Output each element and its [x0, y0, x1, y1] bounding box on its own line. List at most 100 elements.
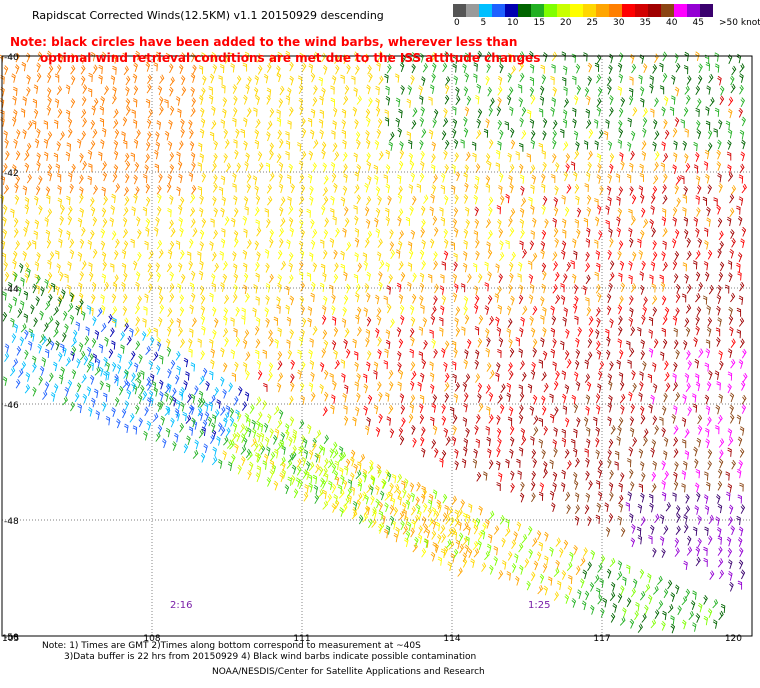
wind-barb [464, 544, 469, 555]
wind-barb [280, 260, 286, 271]
wind-barb [625, 502, 630, 512]
wind-barb [57, 108, 63, 119]
wind-barb [670, 592, 676, 602]
wind-barb [565, 328, 570, 339]
wind-barb [609, 361, 614, 371]
wind-barb [706, 217, 711, 227]
wind-barb [79, 271, 84, 281]
wind-barb [427, 273, 433, 283]
wind-barb [168, 219, 174, 230]
wind-barb [561, 240, 567, 251]
wind-barb [730, 292, 736, 303]
wind-barb [168, 318, 174, 328]
wind-barb [495, 372, 500, 382]
wind-barb [385, 164, 391, 174]
wind-barb [741, 226, 747, 237]
wind-barb [233, 230, 239, 240]
wind-barb [87, 175, 92, 185]
wind-barb [201, 325, 206, 336]
wind-barb [308, 63, 313, 73]
wind-barb [409, 394, 416, 404]
wind-barb [201, 172, 207, 183]
wind-barb [583, 52, 588, 62]
wind-barb [516, 521, 522, 532]
wind-barb [672, 127, 678, 138]
wind-barb [646, 573, 652, 583]
wind-barb [11, 164, 17, 174]
wind-barb [639, 381, 644, 391]
wind-barb [673, 140, 678, 150]
wind-barb [123, 186, 129, 197]
wind-barb [299, 105, 304, 116]
wind-barb [519, 360, 525, 370]
wind-barb [673, 480, 679, 491]
wind-barb [332, 380, 337, 391]
wind-barb [661, 216, 667, 226]
wind-barb [45, 337, 52, 347]
wind-barb [742, 372, 748, 383]
wind-barb [421, 547, 427, 558]
wind-barb [530, 369, 536, 380]
wind-barb [137, 295, 142, 305]
wind-barb [198, 65, 204, 75]
wind-barb [179, 227, 184, 237]
wind-barb [485, 118, 490, 129]
wind-barb [639, 193, 645, 204]
wind-barb [738, 459, 743, 470]
wind-barb [419, 282, 425, 293]
wind-barb [217, 422, 223, 433]
wind-barb [189, 328, 194, 338]
wind-barb [180, 118, 185, 129]
wind-barb [485, 347, 490, 358]
wind-barb [216, 399, 221, 409]
legend-swatch [518, 4, 531, 17]
wind-barb [59, 131, 65, 141]
wind-barb [254, 261, 260, 272]
wind-barb [102, 371, 108, 381]
wind-barb [526, 153, 531, 163]
wind-barb [717, 503, 723, 514]
wind-barb [178, 64, 184, 74]
wind-barb [418, 85, 423, 96]
wind-barb [741, 116, 746, 127]
wind-barb [462, 417, 468, 427]
wind-barb [607, 458, 612, 469]
wind-barb [9, 366, 16, 377]
wind-barb [596, 349, 602, 360]
wind-barb [560, 249, 566, 260]
wind-barb [695, 381, 701, 392]
wind-barb [269, 451, 276, 462]
wind-barb [24, 197, 30, 207]
wind-barb [708, 73, 714, 84]
wind-barb [725, 471, 730, 481]
wind-barb [135, 340, 141, 351]
wind-barb [88, 407, 93, 417]
wind-barb [414, 536, 419, 547]
wind-barb [552, 361, 557, 371]
wind-barb [182, 411, 187, 421]
wind-barb [574, 150, 580, 160]
wind-barb [695, 271, 701, 282]
wind-barb [233, 327, 238, 338]
note-line-1: Note: black circles have been added to t… [10, 35, 518, 49]
wind-barb [375, 85, 380, 96]
wind-barb [725, 491, 731, 501]
wind-barb [355, 283, 361, 294]
wind-barb [23, 226, 28, 237]
wind-barb [353, 205, 358, 215]
wind-barb [288, 436, 293, 447]
longitude-label: 120 [725, 634, 742, 644]
wind-barb [620, 97, 626, 107]
wind-barb [549, 459, 554, 469]
wind-barb [246, 239, 252, 249]
wind-barb [223, 294, 230, 304]
wind-barb [684, 51, 689, 62]
wind-barb [630, 150, 635, 161]
wind-barb [410, 172, 416, 183]
wind-barb [158, 105, 164, 116]
wind-barb [133, 174, 138, 185]
wind-barb [641, 140, 647, 150]
wind-barb [179, 249, 185, 260]
wind-barb [587, 516, 592, 526]
wind-barb [156, 341, 162, 352]
